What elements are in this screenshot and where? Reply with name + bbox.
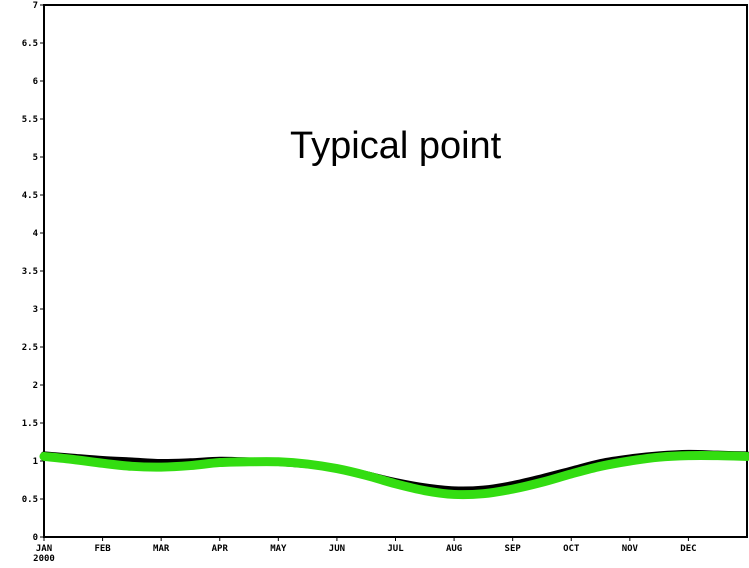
x-tick-sublabel: 2000 <box>33 554 55 564</box>
y-tick-label: 4.5 <box>22 191 38 201</box>
x-tick-label: OCT <box>563 544 580 554</box>
y-tick-label: 5 <box>33 153 38 163</box>
series-line-green <box>39 451 749 500</box>
x-tick-label: AUG <box>446 544 462 554</box>
y-tick-label: 4 <box>33 229 39 239</box>
y-tick-label: 6.5 <box>22 39 38 49</box>
x-tick-label: NOV <box>622 544 639 554</box>
y-tick-label: 6 <box>33 77 38 87</box>
y-tick-label: 1 <box>33 457 38 467</box>
x-tick-label: MAY <box>270 544 287 554</box>
y-tick-label: 0.5 <box>22 495 38 505</box>
y-tick-label: 1.5 <box>22 419 38 429</box>
x-tick-label: JUL <box>387 544 404 554</box>
y-axis: 0 0.5 1 1.5 2 2.5 3 3.5 4 4.5 5 5.5 6 6.5 7 <box>22 1 44 543</box>
y-tick-label: 7 <box>33 1 38 11</box>
x-tick-label: FEB <box>94 544 111 554</box>
x-tick-label: JUN <box>329 544 345 554</box>
x-tick-label: JAN <box>36 544 52 554</box>
y-tick-label: 2.5 <box>22 343 38 353</box>
y-tick-label: 5.5 <box>22 115 38 125</box>
x-tick-label: SEP <box>505 544 522 554</box>
series-layer <box>39 449 749 500</box>
y-tick-label: 3.5 <box>22 267 38 277</box>
y-tick-label: 3 <box>33 305 38 315</box>
y-tick-label: 0 <box>33 533 38 543</box>
x-tick-label: MAR <box>153 544 170 554</box>
x-tick-label: DEC <box>680 544 696 554</box>
annotation-text: Typical point <box>290 125 502 167</box>
y-tick-label: 2 <box>33 381 38 391</box>
x-tick-label: APR <box>212 544 229 554</box>
